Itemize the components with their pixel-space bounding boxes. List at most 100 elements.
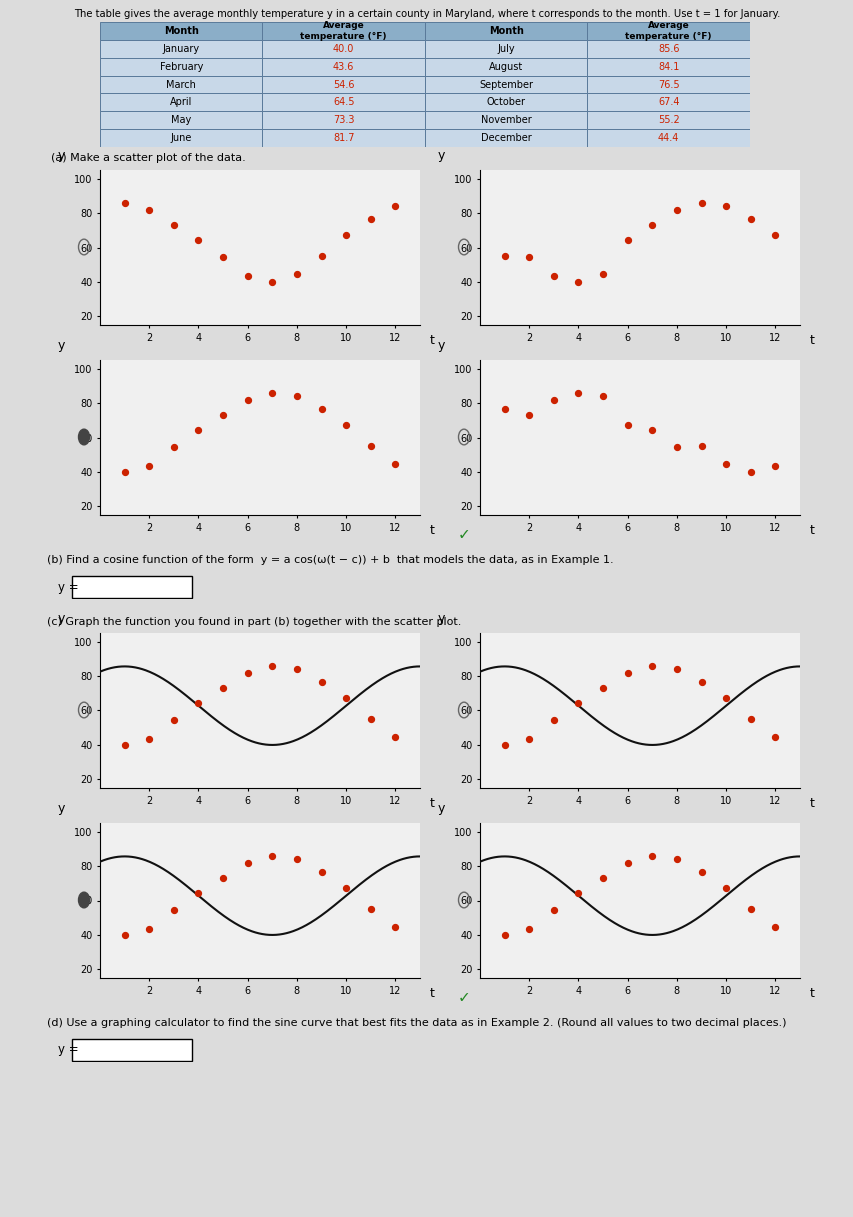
Text: November: November xyxy=(480,116,531,125)
Point xyxy=(315,399,328,419)
Text: ✓: ✓ xyxy=(457,991,470,1005)
Bar xyxy=(100,129,262,147)
Bar xyxy=(425,22,587,40)
Point xyxy=(743,209,757,229)
Point xyxy=(768,225,781,245)
Point xyxy=(363,899,377,919)
Bar xyxy=(100,57,262,75)
Point xyxy=(522,247,536,267)
Text: Month: Month xyxy=(164,26,199,37)
Point xyxy=(118,735,131,755)
Bar xyxy=(587,40,749,57)
Text: 43.6: 43.6 xyxy=(333,62,354,72)
Text: t: t xyxy=(429,335,434,347)
Point xyxy=(670,849,683,869)
Point xyxy=(595,264,609,284)
Text: y: y xyxy=(438,340,444,352)
Bar xyxy=(100,75,262,94)
Bar xyxy=(100,111,262,129)
Point xyxy=(118,925,131,944)
Text: t: t xyxy=(809,797,814,811)
Bar xyxy=(425,75,587,94)
Point xyxy=(670,660,683,679)
Point xyxy=(167,437,181,456)
Point xyxy=(142,201,156,220)
Text: (a) Make a scatter plot of the data.: (a) Make a scatter plot of the data. xyxy=(51,153,246,163)
Point xyxy=(497,925,511,944)
Point xyxy=(595,678,609,697)
Text: The table gives the average monthly temperature y in a certain county in Marylan: The table gives the average monthly temp… xyxy=(73,9,780,18)
Point xyxy=(315,246,328,265)
Point xyxy=(620,230,634,249)
Point xyxy=(693,863,707,882)
Bar xyxy=(425,40,587,57)
Point xyxy=(571,884,584,903)
Point xyxy=(743,710,757,729)
Point xyxy=(142,456,156,476)
Point xyxy=(743,462,757,482)
Text: 54.6: 54.6 xyxy=(333,79,354,90)
Text: 85.6: 85.6 xyxy=(657,44,679,54)
Point xyxy=(167,710,181,729)
Point xyxy=(768,918,781,937)
Text: t: t xyxy=(809,335,814,347)
Point xyxy=(645,420,659,439)
Text: Average
temperature (°F): Average temperature (°F) xyxy=(624,21,711,40)
Bar xyxy=(425,111,587,129)
Point xyxy=(363,209,377,229)
Bar xyxy=(587,129,749,147)
Point xyxy=(339,225,352,245)
Text: y: y xyxy=(438,612,444,626)
Point xyxy=(118,462,131,482)
Text: y: y xyxy=(58,802,65,815)
Point xyxy=(191,692,205,712)
Text: May: May xyxy=(171,116,191,125)
Text: y: y xyxy=(438,150,444,162)
Point xyxy=(216,868,229,887)
Bar xyxy=(425,129,587,147)
Text: 84.1: 84.1 xyxy=(658,62,679,72)
Point xyxy=(547,710,560,729)
Text: 81.7: 81.7 xyxy=(333,133,354,144)
Point xyxy=(241,267,254,286)
Point xyxy=(216,678,229,697)
Bar xyxy=(587,22,749,40)
Text: 44.4: 44.4 xyxy=(658,133,679,144)
Point xyxy=(339,415,352,434)
Text: y: y xyxy=(58,340,65,352)
Text: y =: y = xyxy=(58,581,78,594)
Point xyxy=(388,196,402,215)
Bar xyxy=(72,1039,192,1061)
Bar xyxy=(262,40,425,57)
Bar xyxy=(262,94,425,111)
Point xyxy=(290,849,304,869)
Point xyxy=(339,688,352,707)
Point xyxy=(497,399,511,419)
Bar xyxy=(587,94,749,111)
Point xyxy=(142,919,156,938)
Point xyxy=(571,383,584,403)
Point xyxy=(339,877,352,897)
Point xyxy=(645,847,659,867)
Text: t: t xyxy=(429,525,434,537)
Point xyxy=(315,672,328,691)
Bar xyxy=(72,576,192,598)
Text: March: March xyxy=(166,79,196,90)
Point xyxy=(693,672,707,691)
Text: y =: y = xyxy=(58,1043,78,1056)
Text: t: t xyxy=(429,987,434,1000)
Point xyxy=(315,863,328,882)
Point xyxy=(718,877,732,897)
Point xyxy=(388,918,402,937)
Text: 64.5: 64.5 xyxy=(333,97,354,107)
Point xyxy=(547,267,560,286)
Text: October: October xyxy=(486,97,525,107)
Bar xyxy=(100,40,262,57)
Point xyxy=(620,415,634,434)
Bar xyxy=(425,57,587,75)
Point xyxy=(216,247,229,267)
Point xyxy=(191,230,205,249)
Text: July: July xyxy=(496,44,514,54)
Point xyxy=(241,391,254,410)
Point xyxy=(216,405,229,425)
